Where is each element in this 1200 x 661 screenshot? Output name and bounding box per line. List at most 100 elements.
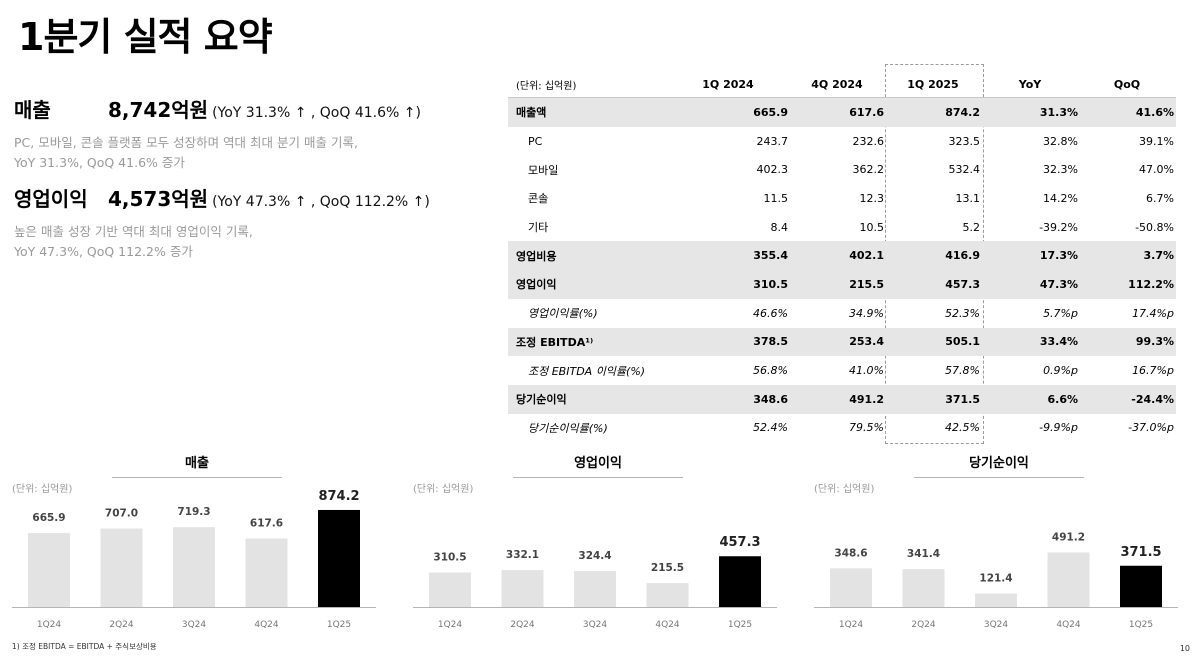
table-cell: 3.7%	[1143, 249, 1174, 263]
row-label: 조정 EBITDA 이익률(%)	[528, 364, 646, 378]
bar	[646, 583, 689, 607]
bar-chart: 665.9 1Q24 707.0 2Q24 719.3 3Q24 617.6 4Q24 874.…	[12, 489, 376, 630]
chart-unit: (단위: 십억원)	[413, 484, 474, 495]
table-cell: 5.7%p	[1043, 306, 1078, 320]
data-label: 324.4	[578, 550, 611, 562]
data-label: 457.3	[719, 535, 760, 550]
table-cell: 617.6	[849, 105, 884, 119]
table-row: 당기순이익 348.6 491.2 371.5 6.6% -24.4%	[508, 384, 1176, 414]
table-cell: 41.6%	[1135, 105, 1174, 119]
data-label: 707.0	[105, 508, 138, 520]
row-label: 콘솔	[528, 192, 549, 206]
data-label: 874.2	[318, 489, 359, 504]
row-label: 영업이익률(%)	[528, 307, 598, 321]
category-label: 1Q24	[839, 620, 864, 630]
table-cell: 57.8%	[945, 364, 980, 378]
chart-unit: (단위: 십억원)	[814, 484, 875, 495]
category-label: 2Q24	[109, 620, 134, 630]
column-header: 1Q 2024	[702, 78, 754, 91]
table-cell: 34.9%	[849, 306, 884, 320]
data-label: 215.5	[651, 562, 684, 574]
category-label: 3Q24	[984, 620, 1009, 630]
category-label: 2Q24	[510, 620, 535, 630]
financial-table: (단위: 십억원) 1Q 2024 4Q 2024 1Q 2025 YoY Qo…	[508, 64, 1176, 444]
table-row: 영업비용 355.4 402.1 416.9 17.3% 3.7%	[508, 241, 1176, 271]
bar-chart: 310.5 1Q24 332.1 2Q24 324.4 3Q24 215.5 4Q24 457.…	[413, 535, 777, 630]
table-cell: 8.4	[770, 220, 789, 234]
page-number: 10	[1179, 644, 1190, 653]
table-cell: -37.0%p	[1128, 421, 1174, 435]
table-cell: 16.7%p	[1132, 364, 1174, 378]
kpi-description-line: 높은 매출 성장 기반 역대 최대 영업이익 기록,	[14, 224, 253, 239]
table-row: 기타 8.4 10.5 5.2 -39.2% -50.8%	[508, 213, 1176, 242]
kpi-operating-profit: 영업이익 4,573억원 (YoY 47.3% ↑ , QoQ 112.2% ↑…	[14, 183, 494, 262]
table-cell: 12.3	[859, 191, 885, 205]
category-label: 1Q25	[327, 620, 351, 630]
table-cell: 874.2	[945, 105, 980, 119]
table-cell: 310.5	[753, 277, 788, 291]
row-label: PC	[528, 134, 543, 148]
table-cell: 47.3%	[1039, 277, 1078, 291]
row-label: 영업비용	[516, 249, 557, 263]
table-cell: 253.4	[849, 335, 884, 349]
bar-chart: 348.6 1Q24 341.4 2Q24 121.4 3Q24 491.2 4Q24 371.…	[814, 531, 1178, 630]
data-label: 121.4	[979, 573, 1012, 585]
kpi-description: 높은 매출 성장 기반 역대 최대 영업이익 기록, YoY 47.3%, Qo…	[14, 222, 494, 262]
table-row: 영업이익 310.5 215.5 457.3 47.3% 112.2%	[508, 270, 1176, 299]
table-cell: 31.3%	[1039, 105, 1078, 119]
data-label: 665.9	[32, 512, 65, 524]
table-cell: 402.1	[849, 249, 884, 263]
data-label: 341.4	[907, 548, 940, 560]
table-cell: 52.3%	[945, 306, 980, 320]
table-cell: 491.2	[849, 392, 884, 406]
footnote: 1) 조정 EBITDA = EBITDA + 주식보상비용	[12, 642, 157, 651]
column-header: 1Q 2025	[907, 78, 959, 91]
table-cell: 371.5	[945, 392, 980, 406]
bar	[100, 528, 143, 607]
table-row: 조정 EBITDA¹⁾ 378.5 253.4 505.1 33.4% 99.3%	[508, 327, 1176, 357]
chart-net-income: 당기순이익 (단위: 십억원) 348.6 1Q24 341.4 2Q24 121.4 3…	[814, 446, 1184, 636]
row-label: 당기순이익	[516, 393, 567, 407]
kpi-description-line: YoY 47.3%, QoQ 112.2% 증가	[14, 244, 193, 259]
category-label: 1Q24	[37, 620, 62, 630]
category-label: 1Q24	[438, 620, 463, 630]
page-title: 1분기 실적 요약	[18, 15, 273, 59]
table-cell: -24.4%	[1131, 392, 1174, 406]
table-cell: 215.5	[849, 277, 884, 291]
category-label: 4Q24	[254, 620, 279, 630]
table-cell: 378.5	[753, 335, 788, 349]
table-cell: 56.8%	[753, 364, 788, 378]
row-label: 당기순이익률(%)	[528, 421, 608, 435]
table-cell: 17.4%p	[1132, 306, 1174, 320]
kpi-change: (YoY 47.3% ↑ , QoQ 112.2% ↑)	[212, 194, 430, 210]
table-cell: 11.5	[763, 191, 789, 205]
table-cell: 32.8%	[1043, 134, 1078, 148]
category-label: 4Q24	[655, 620, 680, 630]
bar	[574, 570, 616, 607]
kpi-label: 영업이익	[14, 187, 88, 211]
table-cell: 0.9%p	[1043, 364, 1078, 378]
chart-operating-profit: 영업이익 (단위: 십억원) 310.5 1Q24 332.1 2Q24 324.4 3Q…	[413, 446, 783, 636]
table-cell: -50.8%	[1135, 220, 1174, 234]
data-label: 617.6	[250, 517, 283, 529]
bar	[429, 572, 471, 607]
table-cell: 52.4%	[753, 421, 788, 435]
table-row: PC 243.7 232.6 323.5 32.8% 39.1%	[508, 127, 1176, 156]
table-cell: 46.6%	[753, 306, 788, 320]
column-header: QoQ	[1113, 78, 1141, 91]
bar	[501, 570, 544, 607]
table-body: 매출액 665.9 617.6 874.2 31.3% 41.6% PC 243.7 232.6…	[508, 98, 1176, 442]
table-header: (단위: 십억원) 1Q 2024 4Q 2024 1Q 2025 YoY Qo…	[508, 72, 1176, 98]
bar	[902, 569, 945, 607]
table-cell: 323.5	[948, 134, 981, 148]
row-label: 모바일	[528, 163, 559, 177]
category-label: 3Q24	[583, 620, 608, 630]
bar	[173, 527, 215, 607]
row-label: 조정 EBITDA¹⁾	[516, 335, 594, 349]
table-cell: 10.5	[859, 220, 885, 234]
table-cell: 348.6	[753, 392, 788, 406]
table-row: 조정 EBITDA 이익률(%) 56.8% 41.0% 57.8% 0.9%p 16.7…	[508, 356, 1176, 385]
table-cell: 47.0%	[1139, 163, 1174, 177]
table-row: 당기순이익률(%) 52.4% 79.5% 42.5% -9.9%p -37.0%p	[508, 414, 1176, 443]
row-label: 기타	[528, 221, 549, 235]
